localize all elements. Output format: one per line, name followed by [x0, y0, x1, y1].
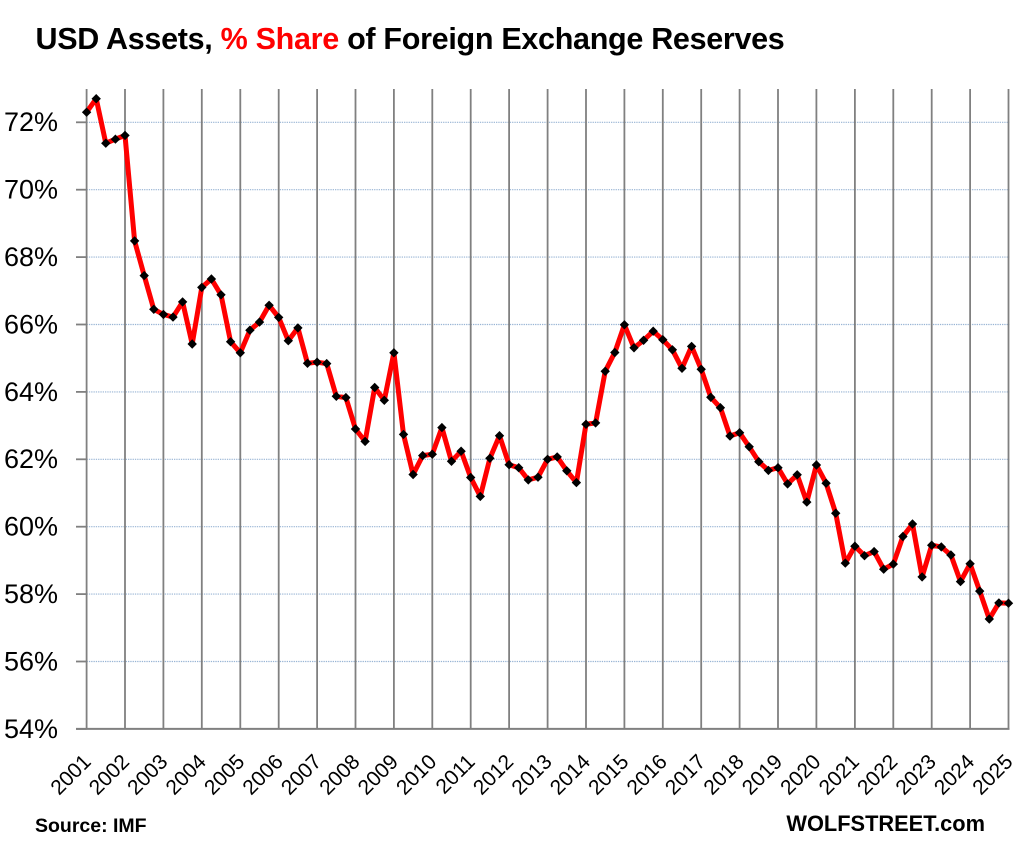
svg-text:58%: 58% [4, 579, 58, 609]
svg-text:WOLFSTREET.com: WOLFSTREET.com [786, 811, 985, 836]
svg-text:64%: 64% [4, 377, 58, 407]
svg-text:54%: 54% [4, 714, 58, 744]
svg-text:Source: IMF: Source: IMF [35, 815, 147, 837]
svg-text:62%: 62% [4, 444, 58, 474]
svg-text:66%: 66% [4, 309, 58, 339]
svg-text:56%: 56% [4, 646, 58, 676]
svg-text:60%: 60% [4, 512, 58, 542]
svg-text:USD Assets, % Share of Foreign: USD Assets, % Share of Foreign Exchange … [36, 22, 785, 56]
svg-text:72%: 72% [4, 107, 58, 137]
svg-text:68%: 68% [4, 242, 58, 272]
svg-text:70%: 70% [4, 175, 58, 205]
